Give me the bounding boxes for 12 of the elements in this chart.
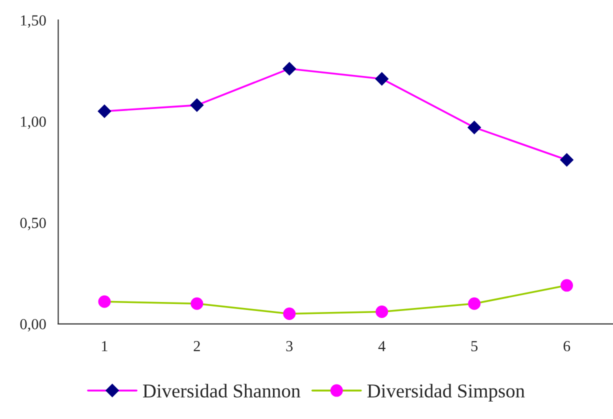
x-tick-label: 2 [194, 341, 200, 352]
y-tick-label: 1,00 [21, 116, 46, 130]
y-tick-label: 1,50 [21, 15, 46, 28]
x-tick-label: 5 [471, 341, 478, 352]
legend-label: Diversidad Simpson [367, 384, 525, 402]
y-tick-label: 0,00 [20, 319, 46, 332]
x-tick-label: 1 [102, 341, 108, 352]
x-tick-label: 6 [564, 341, 570, 352]
x-tick-label: 3 [286, 341, 293, 352]
legend-label: Diversidad Shannon [142, 384, 300, 398]
y-tick-label: 0,50 [20, 218, 46, 230]
x-tick-label: 4 [378, 341, 386, 352]
